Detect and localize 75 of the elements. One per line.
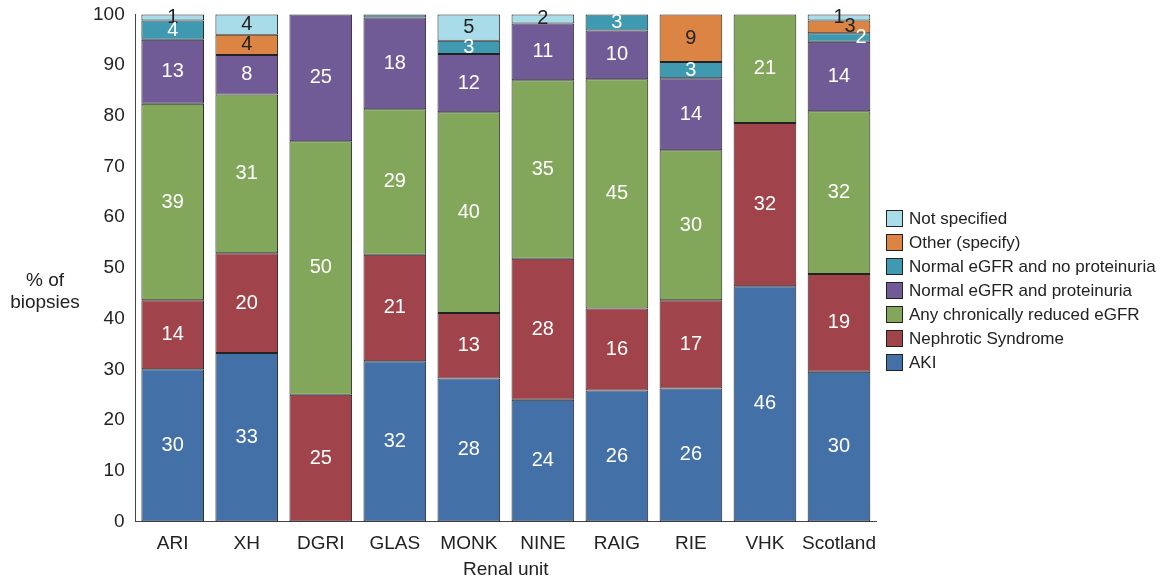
data-label: 32 <box>827 180 851 203</box>
data-label: 14 <box>679 101 703 124</box>
data-label: 16 <box>605 337 629 360</box>
data-label: 30 <box>161 432 184 455</box>
data-label: 29 <box>383 169 406 192</box>
text: Any chronically reduced eGFR <box>909 304 1140 325</box>
y-tick-label: 10 <box>103 458 125 480</box>
legend-label: Not specified <box>909 208 1008 229</box>
data-label: 14 <box>161 322 184 345</box>
y-tick-label: 30 <box>103 357 125 379</box>
legend-label: Normal eGFR and no proteinuria <box>909 256 1156 277</box>
data-label: 32 <box>753 192 777 215</box>
data-label: 19 <box>827 310 851 333</box>
x-tick-label: RAIG <box>593 532 641 554</box>
data-label: 3 <box>611 10 623 33</box>
x-tick-label: MONK <box>440 532 498 554</box>
legend-label: Normal eGFR and proteinuria <box>909 280 1132 301</box>
data-label: 24 <box>531 448 554 471</box>
data-label: 30 <box>679 212 703 235</box>
data-label: 35 <box>531 157 554 180</box>
data-label: 4 <box>241 32 253 55</box>
data-label: 25 <box>309 445 332 468</box>
x-tick-label: RIE <box>675 532 707 554</box>
x-tick-label: ARI <box>156 532 189 554</box>
data-label: 45 <box>605 181 629 204</box>
data-label: 30 <box>827 434 851 457</box>
data-label: 17 <box>679 331 703 354</box>
data-label: 25 <box>309 65 332 88</box>
y-tick-label: 40 <box>103 306 125 328</box>
data-label: 39 <box>161 189 184 212</box>
data-label: 21 <box>383 295 406 318</box>
x-axis-title: Renal unit <box>463 557 550 579</box>
data-label: 26 <box>679 442 703 465</box>
data-label: 33 <box>235 424 258 447</box>
x-tick-label: GLAS <box>369 532 421 554</box>
data-label: 13 <box>161 59 184 82</box>
data-label: 32 <box>383 428 406 451</box>
data-label: 10 <box>605 42 629 65</box>
y-tick-label: 60 <box>103 205 125 227</box>
data-label: 18 <box>383 50 406 73</box>
data-label: 21 <box>753 56 777 79</box>
y-tick-label: 70 <box>103 154 125 176</box>
legend-label: AKI <box>909 352 937 373</box>
x-tick-label: VHK <box>745 532 785 554</box>
y-tick-label: 100 <box>93 2 125 24</box>
y-tick-label: 90 <box>103 53 125 75</box>
data-label: 11 <box>532 39 554 62</box>
data-label: 3 <box>844 14 856 37</box>
data-label: 13 <box>457 333 480 356</box>
data-label: 28 <box>531 316 554 339</box>
y-tick-label: 80 <box>103 104 125 126</box>
legend-label: Nephrotic Syndrome <box>909 328 1064 349</box>
data-label: 50 <box>309 255 332 278</box>
data-label: 3 <box>685 57 697 80</box>
data-label: 28 <box>457 437 480 460</box>
data-label: 14 <box>827 64 851 87</box>
data-label: 40 <box>457 200 480 223</box>
data-label: 31 <box>235 161 258 184</box>
data-label: 46 <box>753 391 777 414</box>
data-label: 9 <box>685 25 697 48</box>
y-tick-label: 0 <box>114 509 125 531</box>
x-tick-label: Scotland <box>802 532 876 554</box>
x-tick-label: NINE <box>520 532 566 554</box>
data-label: 20 <box>235 290 258 313</box>
x-tick-label: XH <box>233 532 260 554</box>
x-tick-label: DGRI <box>297 532 345 554</box>
data-label: 12 <box>457 70 480 93</box>
data-label: 4 <box>241 12 253 35</box>
legend-label: Other (specify) <box>909 232 1021 253</box>
data-label: 2 <box>537 6 549 29</box>
y-axis-title: % of biopsies <box>9 268 81 313</box>
y-tick-label: 20 <box>103 408 125 430</box>
y-tick-label: 50 <box>103 256 125 278</box>
data-label: 8 <box>241 62 253 85</box>
data-label: 26 <box>605 443 629 466</box>
